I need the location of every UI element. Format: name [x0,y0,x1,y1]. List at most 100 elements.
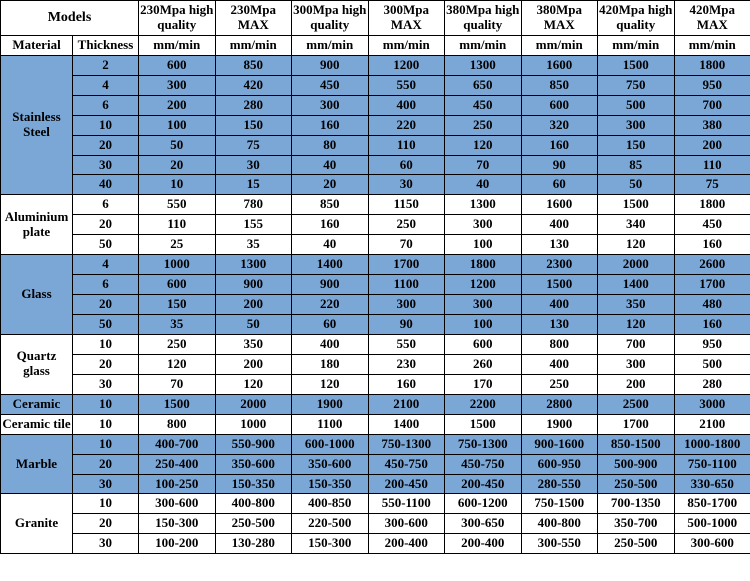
material-cell: Ceramic [1,394,73,414]
value-cell: 20 [139,155,216,175]
value-cell: 40 [292,155,369,175]
value-cell: 1100 [368,275,445,295]
value-cell: 2800 [521,394,598,414]
col-header: 380Mpa MAX [521,1,598,36]
value-cell: 550 [368,75,445,95]
value-cell: 2000 [215,394,292,414]
value-cell: 600 [139,55,216,75]
value-cell: 60 [521,175,598,195]
value-cell: 400 [521,215,598,235]
thickness-cell: 10 [73,434,139,454]
value-cell: 2500 [598,394,675,414]
value-cell: 150 [139,295,216,315]
value-cell: 160 [292,115,369,135]
value-cell: 600 [445,334,522,354]
value-cell: 300-550 [521,534,598,554]
value-cell: 130 [521,235,598,255]
thickness-cell: 20 [73,295,139,315]
value-cell: 1200 [445,275,522,295]
thickness-cell: 20 [73,454,139,474]
thickness-cell: 2 [73,55,139,75]
thickness-cell: 50 [73,235,139,255]
value-cell: 160 [292,215,369,235]
value-cell: 70 [445,155,522,175]
value-cell: 850 [215,55,292,75]
table-row: Quartz glass10250350400550600800700950 [1,334,750,354]
table-row: 401015203040605075 [1,175,750,195]
thickness-cell: 40 [73,175,139,195]
value-cell: 3000 [674,394,750,414]
value-cell: 600 [521,95,598,115]
value-cell: 40 [445,175,522,195]
value-cell: 1900 [292,394,369,414]
value-cell: 120 [292,374,369,394]
value-cell: 30 [368,175,445,195]
value-cell: 150-350 [215,474,292,494]
table-row: 4300420450550650850750950 [1,75,750,95]
value-cell: 1200 [368,55,445,75]
value-cell: 280 [215,95,292,115]
value-cell: 50 [215,315,292,335]
value-cell: 250 [521,374,598,394]
table-row: Stainless Steel2600850900120013001600150… [1,55,750,75]
value-cell: 950 [674,75,750,95]
value-cell: 2100 [368,394,445,414]
value-cell: 250-500 [215,514,292,534]
value-cell: 150-300 [139,514,216,534]
value-cell: 350-700 [598,514,675,534]
thickness-cell: 20 [73,514,139,534]
value-cell: 400 [292,334,369,354]
col-header: 300Mpa high quality [292,1,369,36]
models-header: Models [1,1,139,36]
value-cell: 340 [598,215,675,235]
table-body: Stainless Steel2600850900120013001600150… [1,55,750,553]
value-cell: 100 [445,235,522,255]
value-cell: 15 [215,175,292,195]
value-cell: 500 [598,95,675,115]
value-cell: 90 [368,315,445,335]
unit-cell: mm/min [292,35,369,55]
value-cell: 100-200 [139,534,216,554]
value-cell: 10 [139,175,216,195]
value-cell: 80 [292,135,369,155]
value-cell: 70 [368,235,445,255]
material-cell: Quartz glass [1,334,73,394]
value-cell: 35 [215,235,292,255]
value-cell: 900 [215,275,292,295]
table-row: 10100150160220250320300380 [1,115,750,135]
value-cell: 250-400 [139,454,216,474]
col-header: 420Mpa high quality [598,1,675,36]
value-cell: 550 [139,195,216,215]
value-cell: 300 [368,295,445,315]
value-cell: 350-600 [292,454,369,474]
value-cell: 250-500 [598,534,675,554]
value-cell: 480 [674,295,750,315]
table-row: 20150-300250-500220-500300-600300-650400… [1,514,750,534]
thickness-cell: 20 [73,354,139,374]
value-cell: 850-1700 [674,494,750,514]
value-cell: 120 [139,354,216,374]
value-cell: 1300 [215,255,292,275]
value-cell: 750-1100 [674,454,750,474]
material-header: Material [1,35,73,55]
value-cell: 1000-1800 [674,434,750,454]
value-cell: 380 [674,115,750,135]
value-cell: 280 [674,374,750,394]
table-row: Aluminium plate6550780850115013001600150… [1,195,750,215]
value-cell: 850 [521,75,598,95]
value-cell: 400-850 [292,494,369,514]
thickness-cell: 30 [73,155,139,175]
value-cell: 35 [139,315,216,335]
value-cell: 700 [674,95,750,115]
value-cell: 120 [445,135,522,155]
thickness-header: Thickness [73,35,139,55]
value-cell: 1300 [445,195,522,215]
value-cell: 1600 [521,195,598,215]
value-cell: 200-450 [368,474,445,494]
thickness-cell: 10 [73,115,139,135]
table-row: 20120200180230260400300500 [1,354,750,374]
value-cell: 850-1500 [598,434,675,454]
value-cell: 300 [598,115,675,135]
value-cell: 1900 [521,414,598,434]
spec-table: Models 230Mpa high quality 230Mpa MAX 30… [0,0,750,554]
